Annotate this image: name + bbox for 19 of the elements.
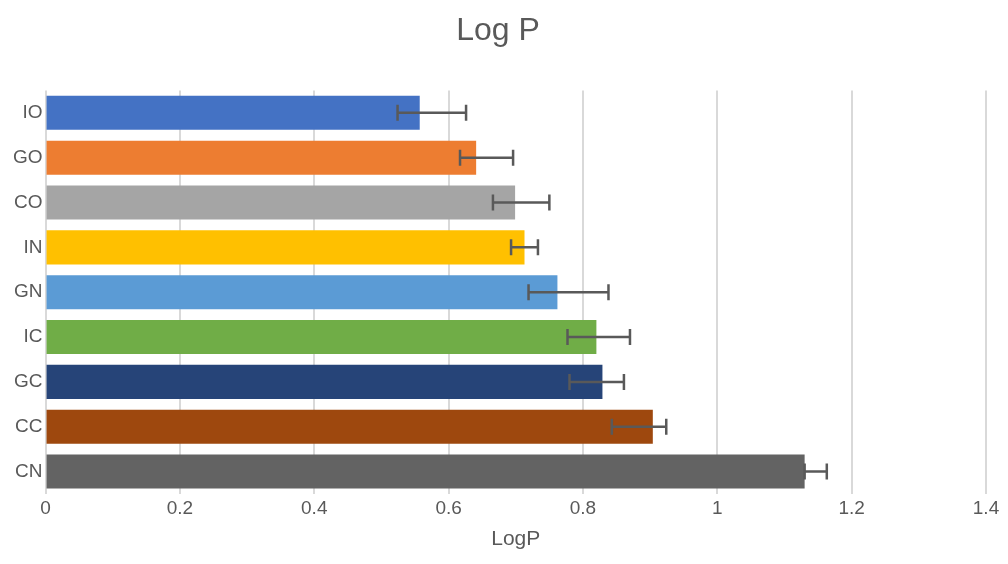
x-tick-label: 1	[712, 496, 723, 518]
x-tick-label: 1.2	[838, 496, 865, 518]
y-tick-label: IO	[22, 101, 43, 123]
y-tick-label: GC	[14, 370, 43, 392]
x-tick-label: 0	[40, 496, 51, 518]
x-tick-label: 0.4	[301, 496, 328, 518]
y-tick-label: CN	[15, 459, 43, 481]
y-tick-label: CC	[15, 414, 43, 436]
y-tick-label: IC	[23, 325, 43, 347]
x-tick-label: 0.2	[166, 496, 194, 518]
chart-title: Log P	[456, 11, 540, 48]
x-tick-label: 0.8	[569, 496, 597, 518]
x-axis-title: LogP	[491, 526, 541, 550]
y-tick-label: IN	[23, 235, 43, 257]
x-tick-label: 1.4	[972, 496, 1000, 518]
x-tick-label: 0.6	[435, 496, 462, 518]
y-tick-label: GO	[13, 145, 43, 167]
y-tick-label: GN	[14, 280, 43, 302]
y-tick-label: CO	[14, 190, 43, 212]
